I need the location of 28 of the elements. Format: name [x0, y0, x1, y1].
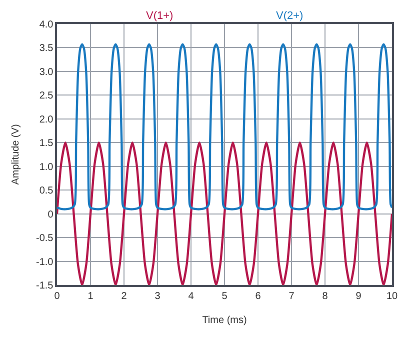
- y-tick-label: 3.0: [39, 66, 54, 78]
- line-series: [57, 43, 392, 210]
- x-tick-label: 1: [88, 290, 94, 302]
- y-tick-label: 2.5: [39, 90, 54, 102]
- line-series: [57, 142, 392, 285]
- y-tick-label: 2.0: [39, 114, 54, 126]
- text: V(2+): [276, 10, 304, 22]
- y-tick-label: 1.0: [39, 162, 54, 173]
- x-tick-label: 8: [322, 290, 328, 302]
- x-tick-label: 3: [154, 290, 161, 302]
- y-tick-label: -0.5: [36, 233, 54, 244]
- x-tick-label: 6: [255, 290, 262, 302]
- x-tick-label: 9: [356, 290, 362, 302]
- x-tick-label: 4: [188, 290, 194, 302]
- x-tick-label: 7: [288, 290, 295, 302]
- y-tick-label: 4.0: [39, 20, 54, 30]
- y-tick-label: -1.0: [36, 256, 54, 268]
- y-tick-label: -1.5: [36, 280, 54, 292]
- x-tick-label: 10: [386, 290, 398, 302]
- text: V(1+): [146, 10, 174, 22]
- y-axis-title: Amplitude (V): [10, 124, 22, 185]
- x-tick-label: 5: [222, 290, 228, 302]
- y-tick-label: 3.5: [39, 43, 54, 54]
- y-tick-label: 0: [48, 209, 54, 220]
- x-axis-title: Time (ms): [202, 314, 247, 326]
- y-tick-label: 1.5: [39, 138, 54, 150]
- x-tick-label: 2: [121, 290, 128, 302]
- y-tick-label: 0.5: [39, 186, 54, 197]
